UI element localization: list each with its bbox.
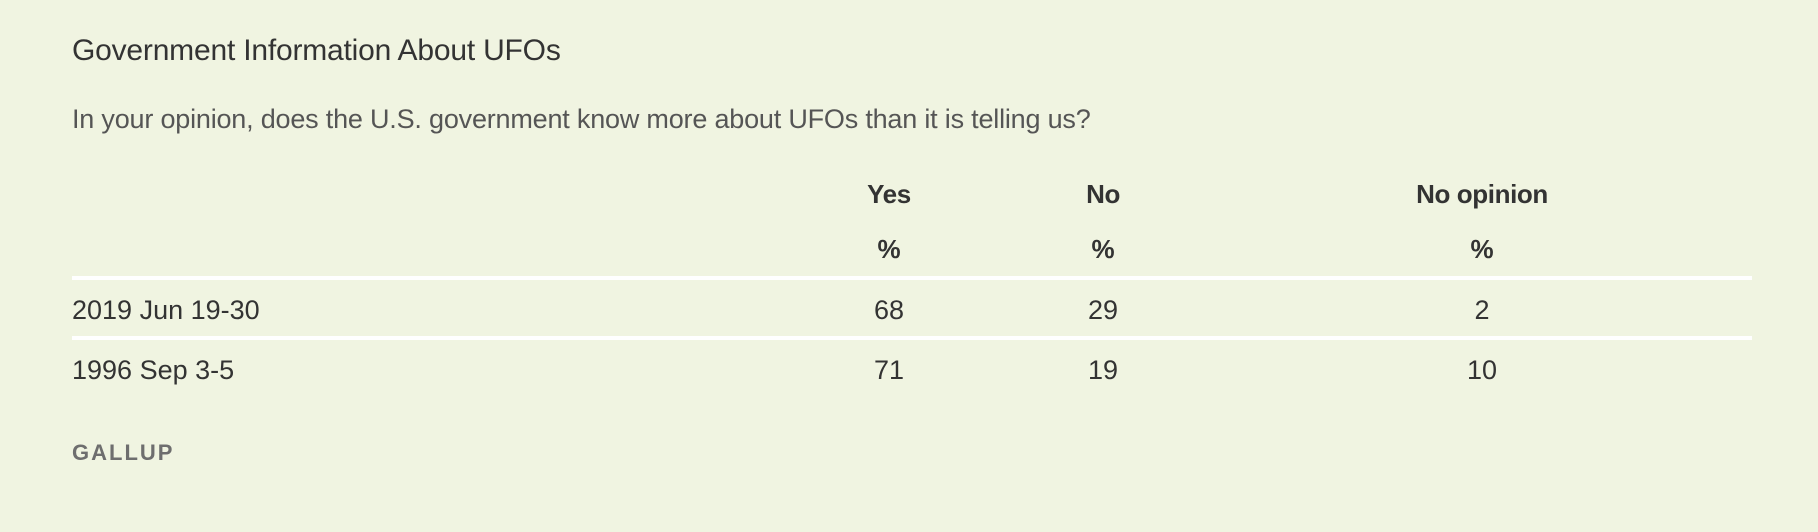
column-header-no-opinion: No opinion xyxy=(1416,179,1548,209)
unit-yes: % xyxy=(877,234,901,264)
row-value-no: 19 xyxy=(1087,355,1119,385)
source-credit: GALLUP xyxy=(72,440,175,465)
row-value-yes: 71 xyxy=(873,355,905,385)
chart-title: Government Information About UFOs xyxy=(72,34,561,67)
row-value-no-opinion: 10 xyxy=(1466,355,1498,385)
row-value-yes: 68 xyxy=(873,295,905,325)
survey-question: In your opinion, does the U.S. governmen… xyxy=(72,104,1091,134)
column-header-yes: Yes xyxy=(867,179,911,209)
unit-no-opinion: % xyxy=(1470,234,1494,264)
table-row: 1996 Sep 3-5 71 19 10 xyxy=(72,340,1752,400)
unit-no: % xyxy=(1091,234,1115,264)
table-row: 2019 Jun 19-30 68 29 2 xyxy=(72,280,1752,340)
row-label: 1996 Sep 3-5 xyxy=(72,355,235,385)
results-table: Yes No No opinion % % % 2019 Jun 19-30 6… xyxy=(72,170,1752,400)
row-value-no-opinion: 2 xyxy=(1474,295,1490,325)
row-value-no: 29 xyxy=(1087,295,1119,325)
row-label: 2019 Jun 19-30 xyxy=(72,295,260,325)
table-unit-row: % % % xyxy=(72,218,1752,280)
table-header-row: Yes No No opinion xyxy=(72,170,1752,218)
column-header-no: No xyxy=(1086,179,1120,209)
